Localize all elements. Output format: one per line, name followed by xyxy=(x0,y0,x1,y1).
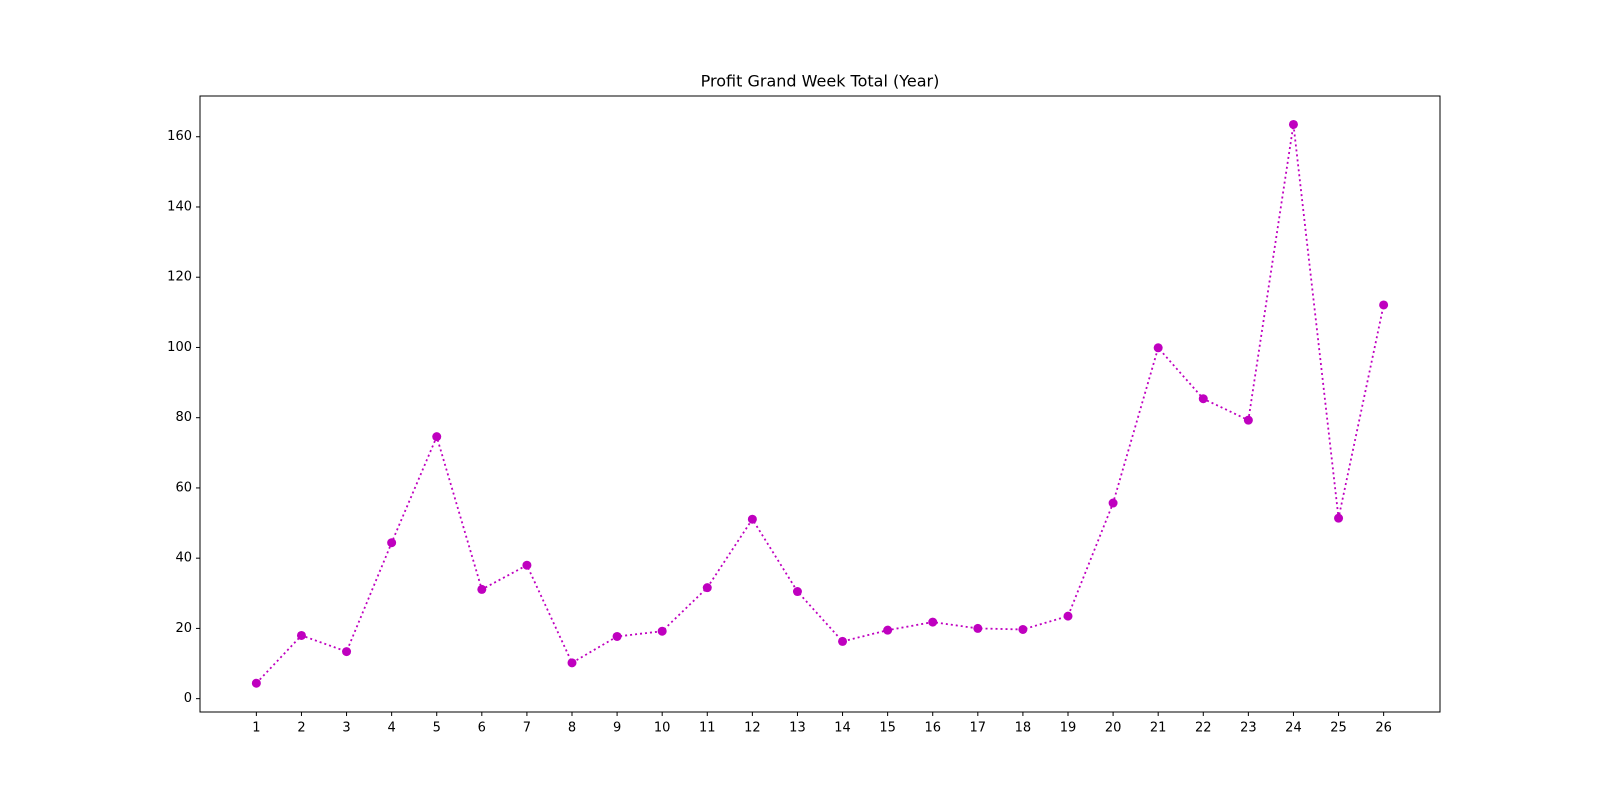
point xyxy=(522,560,532,570)
x-tick-label: 7 xyxy=(523,721,531,736)
point xyxy=(1063,611,1073,621)
point xyxy=(477,584,487,594)
y-tick-label: 20 xyxy=(175,621,192,636)
x-tick-label: 8 xyxy=(568,721,576,736)
x-tick-label: 18 xyxy=(1015,721,1032,736)
y-tick-label: 80 xyxy=(175,410,192,425)
x-tick-label: 16 xyxy=(924,721,941,736)
x-tick-label: 12 xyxy=(744,721,761,736)
y-tick-label: 0 xyxy=(184,691,192,706)
x-tick-label: 17 xyxy=(970,721,987,736)
point xyxy=(973,623,983,633)
x-tick-label: 3 xyxy=(342,721,350,736)
x-tick-label: 26 xyxy=(1375,721,1392,736)
point xyxy=(296,630,306,640)
x-tick-label: 10 xyxy=(654,721,671,736)
y-tick-label: 40 xyxy=(175,551,192,566)
point xyxy=(342,647,352,657)
x-tick-label: 24 xyxy=(1285,721,1302,736)
point xyxy=(1243,415,1253,425)
x-tick-label: 13 xyxy=(789,721,806,736)
x-tick-label: 25 xyxy=(1330,721,1347,736)
y-tick-label: 140 xyxy=(167,199,192,214)
x-tick-label: 14 xyxy=(834,721,851,736)
x-tick-label: 4 xyxy=(387,721,395,736)
point xyxy=(747,514,757,524)
x-tick-label: 22 xyxy=(1195,721,1212,736)
point xyxy=(432,432,442,442)
point xyxy=(1379,300,1389,310)
chart-title: Profit Grand Week Total (Year) xyxy=(701,72,940,91)
line xyxy=(255,124,1385,684)
point xyxy=(1288,119,1298,129)
point xyxy=(387,538,397,548)
point xyxy=(1153,343,1163,353)
point xyxy=(1108,498,1118,508)
point xyxy=(702,583,712,593)
x-tick-label: 19 xyxy=(1060,721,1077,736)
x-tick-label: 11 xyxy=(699,721,716,736)
point xyxy=(1198,394,1208,404)
x-tick-label: 1 xyxy=(252,721,260,736)
x-tick-label: 15 xyxy=(879,721,896,736)
x-tick-label: 9 xyxy=(613,721,621,736)
x-tick-label: 21 xyxy=(1150,721,1167,736)
y-tick-label: 60 xyxy=(175,480,192,495)
y-tick-label: 120 xyxy=(167,270,192,285)
point xyxy=(251,678,261,688)
point xyxy=(1018,624,1028,634)
point xyxy=(657,626,667,636)
x-tick-label: 5 xyxy=(433,721,441,736)
x-tick-label: 23 xyxy=(1240,721,1257,736)
x-tick-label: 6 xyxy=(478,721,486,736)
y-tick-label: 160 xyxy=(167,129,192,144)
point xyxy=(928,617,938,627)
plot-frame xyxy=(199,95,1441,713)
x-tick-label: 2 xyxy=(297,721,305,736)
point xyxy=(612,631,622,641)
point xyxy=(567,658,577,668)
x-tick-label: 20 xyxy=(1105,721,1122,736)
point xyxy=(838,636,848,646)
y-tick-label: 100 xyxy=(167,340,192,355)
point xyxy=(883,625,893,635)
point xyxy=(792,587,802,597)
point xyxy=(1334,513,1344,523)
